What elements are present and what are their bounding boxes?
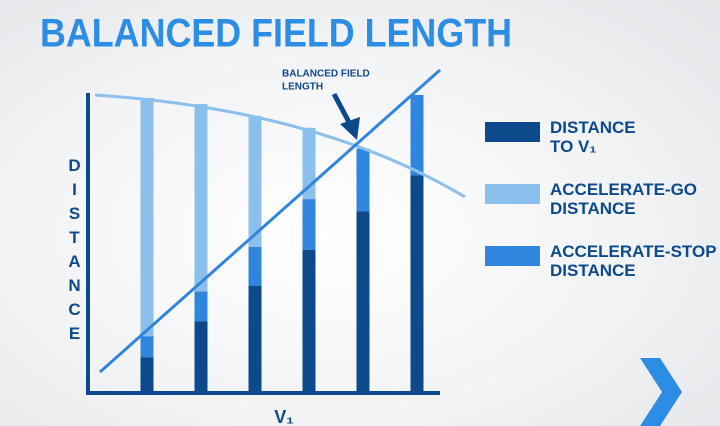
annotation-arrow bbox=[331, 92, 353, 126]
next-arrow[interactable] bbox=[640, 358, 682, 426]
bar bbox=[410, 175, 424, 393]
bar bbox=[356, 148, 370, 212]
accelerate-go-curve bbox=[94, 93, 466, 199]
bar bbox=[194, 291, 208, 322]
chart-title: BALANCED FIELD LENGTH bbox=[40, 12, 512, 56]
bar bbox=[140, 336, 154, 358]
bar bbox=[302, 249, 316, 393]
bar bbox=[302, 199, 316, 250]
bar bbox=[140, 97, 154, 393]
bar bbox=[248, 246, 262, 286]
legend-swatch bbox=[485, 122, 540, 142]
annotation-arrowhead bbox=[340, 117, 360, 140]
x-axis-label: V₁ bbox=[274, 407, 293, 426]
annotation: LENGTH bbox=[282, 82, 323, 93]
y-axis-label: DISTANCE bbox=[65, 156, 84, 348]
bar bbox=[356, 211, 370, 393]
legend-label: ACCELERATE-STOP DISTANCE bbox=[550, 242, 717, 280]
bar bbox=[194, 321, 208, 393]
annotation: BALANCED FIELD bbox=[282, 69, 370, 80]
bar bbox=[140, 357, 154, 393]
bars bbox=[140, 95, 424, 394]
legend-label: DISTANCE TO V₁ bbox=[550, 118, 636, 156]
legend-swatch bbox=[485, 184, 540, 204]
legend-label: ACCELERATE-GO DISTANCE bbox=[550, 180, 698, 218]
bar bbox=[410, 95, 424, 176]
bar bbox=[248, 285, 262, 393]
legend-swatch bbox=[485, 246, 540, 266]
accelerate-stop-line bbox=[99, 68, 441, 374]
